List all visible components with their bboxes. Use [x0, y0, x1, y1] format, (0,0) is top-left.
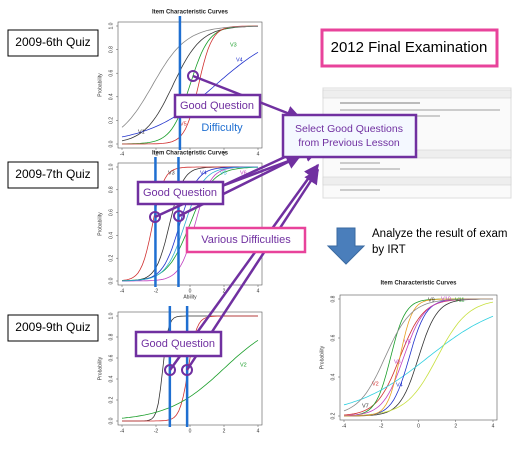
difficulty-label: Difficulty — [201, 122, 243, 134]
y-tick-label: 0.0 — [108, 277, 114, 284]
quiz-label: 2009-7th Quiz — [15, 167, 90, 181]
y-tick-label: 1.0 — [108, 163, 114, 170]
item-label: V4 — [396, 382, 403, 388]
item-label: V4 — [200, 170, 207, 176]
item-label: V9 — [428, 297, 435, 303]
x-tick-label: 2 — [454, 423, 457, 429]
x-tick-label: -4 — [342, 423, 347, 429]
x-tick-label: 0 — [189, 288, 192, 294]
y-tick-label: 0.8 — [108, 186, 114, 193]
analyze-label: Analyze the result of exam — [372, 228, 508, 240]
y-tick-label: 0.4 — [108, 93, 114, 100]
x-tick-label: 0 — [189, 428, 192, 434]
good-label: Good Question — [143, 187, 217, 199]
item-label: V1 — [138, 129, 145, 135]
y-tick-label: 0.6 — [330, 334, 336, 341]
y-axis-label: Probability — [97, 356, 103, 380]
y-axis-label: Probability — [319, 345, 325, 369]
x-tick-label: 2 — [223, 428, 226, 434]
chart: Item Characteristic CurvesProbability-4-… — [97, 10, 262, 158]
y-tick-label: 0.0 — [108, 417, 114, 424]
good-question-box: Good Question — [136, 332, 221, 356]
y-axis-label: Probability — [97, 212, 103, 236]
various-box: Various Difficulties — [187, 228, 305, 252]
good-label: Good Question — [141, 338, 215, 350]
item-label: V5 — [220, 170, 227, 176]
quiz-label: 2009-6th Quiz — [15, 35, 90, 49]
y-tick-label: 0.2 — [108, 396, 114, 403]
chart-title: Item Characteristic Curves — [380, 281, 457, 287]
x-tick-label: -2 — [379, 423, 384, 429]
y-tick-label: 0.6 — [108, 70, 114, 77]
y-tick-label: 0.2 — [108, 117, 114, 124]
y-tick-label: 1.0 — [108, 312, 114, 319]
y-tick-label: 0.8 — [330, 295, 336, 302]
various-label: Various Difficulties — [201, 234, 291, 246]
diagram: 2009-6th Quiz 2009-7th Quiz 2009-9th Qui… — [0, 0, 530, 450]
y-tick-label: 0.8 — [108, 333, 114, 340]
final-box: 2012 Final Examination — [322, 30, 497, 66]
y-tick-label: 0.4 — [108, 232, 114, 239]
item-label: V3 — [168, 170, 175, 176]
item-label: V2 — [240, 362, 247, 368]
x-tick-label: -4 — [120, 288, 125, 294]
x-tick-label: 4 — [257, 151, 260, 157]
analyze-label: by IRT — [372, 244, 406, 256]
charts: Item Characteristic Curves Probability -4 -… — [97, 10, 497, 435]
x-tick-label: 4 — [257, 288, 260, 294]
down-arrow — [328, 228, 364, 264]
item-label: V7 — [362, 403, 369, 409]
y-tick-label: 0.2 — [330, 412, 336, 419]
x-tick-label: 4 — [257, 428, 260, 434]
x-tick-label: -2 — [154, 428, 159, 434]
x-tick-label: -4 — [120, 151, 125, 157]
x-axis-label: Ability — [183, 294, 197, 300]
item-label: V10 — [441, 296, 451, 302]
select-label: Select Good Questions — [295, 123, 403, 135]
y-tick-label: 0.6 — [108, 209, 114, 216]
item-label: V2 — [372, 381, 379, 387]
x-tick-label: 0 — [417, 423, 420, 429]
chart-title: Item Characteristic Curves — [152, 151, 229, 157]
chart-title: Item Characteristic Curves — [152, 10, 229, 16]
select-label: from Previous Lesson — [298, 137, 400, 149]
chart: Item Characteristic Curves Probability -4 -… — [319, 281, 497, 430]
quiz-box: 2009-6th Quiz — [8, 30, 98, 56]
item-label: V5 — [404, 339, 411, 345]
item-label: V3 — [230, 42, 237, 48]
y-tick-label: 0.4 — [330, 373, 336, 380]
good-question-box: Good Question — [175, 95, 260, 117]
quiz-label: 2009-9th Quiz — [15, 320, 90, 334]
y-tick-label: 1.0 — [108, 22, 114, 29]
curve — [344, 299, 493, 416]
item-label: V4 — [236, 57, 243, 63]
select-box: Select Good Questions from Previous Less… — [283, 115, 416, 157]
y-tick-label: 0.8 — [108, 46, 114, 53]
y-tick-label: 0.0 — [108, 140, 114, 147]
chart: Probability -4 -2 0 2 4 0.0 0.2 0.4 0.6 0.8 1.0 V2 — [97, 306, 262, 434]
good-question-box: Good Question — [138, 182, 223, 204]
curve — [344, 299, 493, 411]
x-tick-label: -4 — [120, 428, 125, 434]
item-label: V6 — [394, 359, 401, 365]
quiz-box: 2009-9th Quiz — [8, 315, 98, 341]
y-tick-label: 0.4 — [108, 375, 114, 382]
plot-frame — [118, 312, 262, 425]
final-label: 2012 Final Examination — [331, 39, 488, 56]
item-label: V11 — [455, 297, 464, 303]
y-axis-label: Probability — [97, 73, 103, 97]
y-tick-label: 0.2 — [108, 255, 114, 262]
curve — [344, 316, 493, 405]
y-tick-label: 0.6 — [108, 354, 114, 361]
good-label: Good Question — [180, 100, 254, 112]
quiz-box: 2009-7th Quiz — [8, 162, 98, 188]
x-tick-label: -2 — [154, 288, 159, 294]
x-tick-label: 4 — [492, 423, 495, 429]
